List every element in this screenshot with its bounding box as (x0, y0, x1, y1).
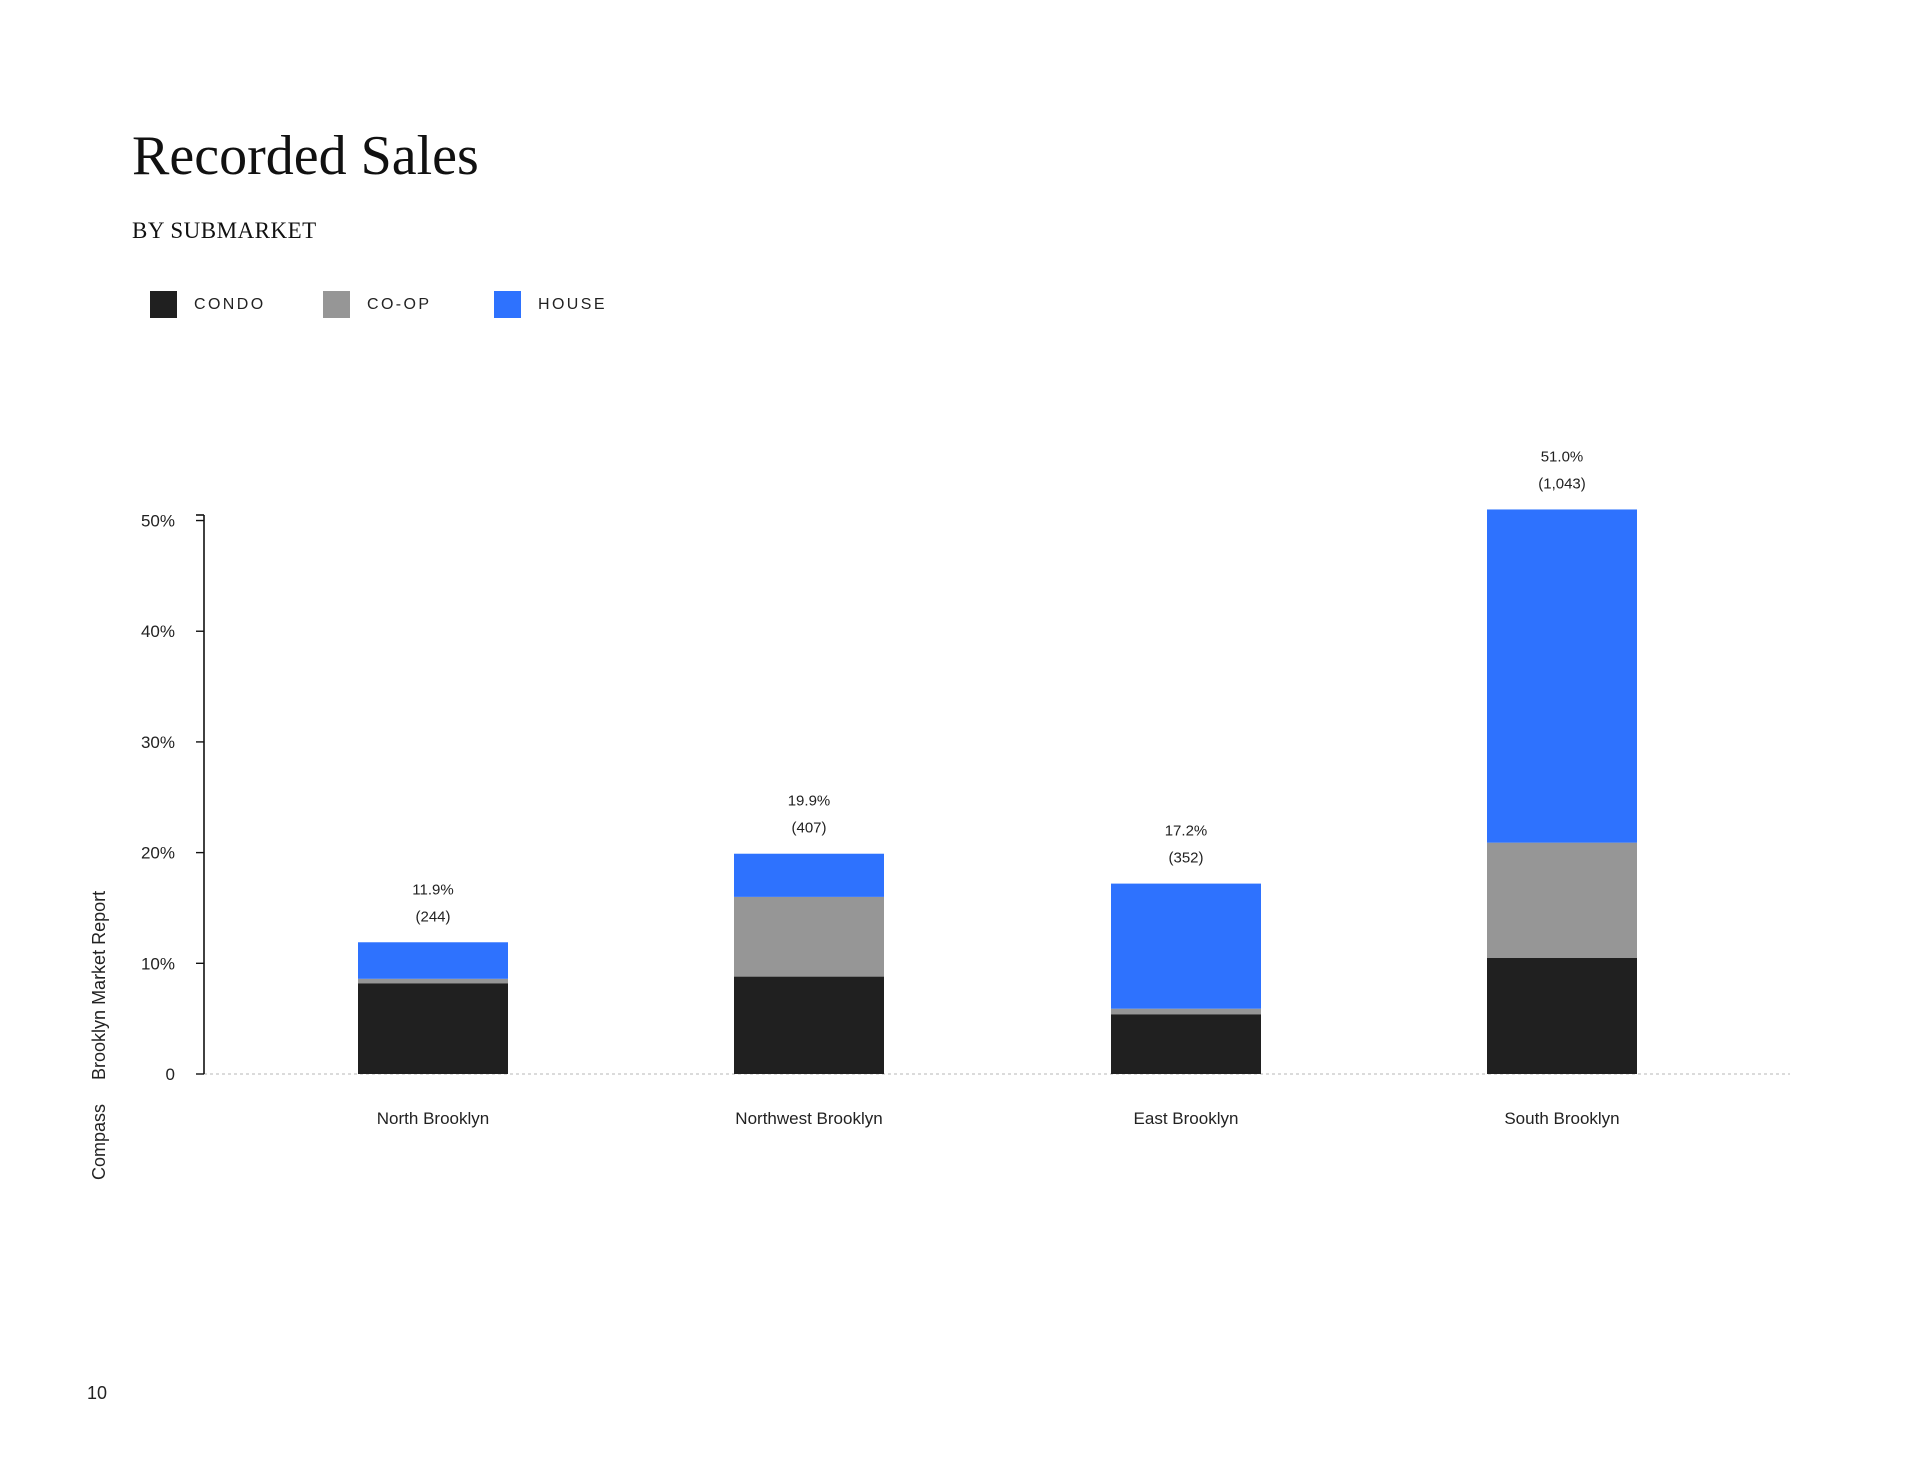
page-subtitle: BY SUBMARKET (132, 218, 317, 243)
page-number: 10 (87, 1383, 108, 1403)
bar-total-percent-2: 17.2% (1165, 823, 1208, 840)
x-category-label-3: South Brooklyn (1504, 1109, 1619, 1128)
y-tick-label-20: 20% (141, 844, 175, 863)
y-tick-label-10: 10% (141, 954, 175, 973)
legend-item-coop: CO-OP (323, 291, 431, 318)
bar-house-2 (1111, 883, 1261, 1009)
legend-item-house: HOUSE (494, 291, 607, 318)
bar-house-3 (1487, 509, 1637, 843)
side-report-name: Brooklyn Market Report (89, 890, 109, 1080)
bar-house-0 (358, 942, 508, 979)
legend-label-coop: CO-OP (367, 295, 432, 313)
side-footer-text: Compass Brooklyn Market Report (89, 891, 110, 1180)
y-tick-label-40: 40% (141, 622, 175, 641)
y-tick-label-30: 30% (141, 733, 175, 752)
bar-coop-3 (1487, 842, 1637, 958)
bar-house-1 (734, 853, 884, 897)
legend-swatch-condo (150, 291, 177, 318)
bar-total-percent-1: 19.9% (788, 793, 831, 810)
bar-condo-0 (358, 983, 508, 1074)
y-tick-label-0: 0 (166, 1065, 175, 1084)
page-title: Recorded Sales (132, 125, 479, 187)
legend-label-house: HOUSE (538, 295, 607, 313)
bar-coop-0 (358, 978, 508, 984)
bar-total-count-0: (244) (415, 908, 450, 925)
legend-swatch-coop (323, 291, 350, 318)
bar-total-percent-3: 51.0% (1541, 448, 1584, 465)
y-tick-label-50: 50% (141, 512, 175, 531)
bar-condo-2 (1111, 1014, 1261, 1074)
bar-condo-3 (1487, 957, 1637, 1074)
x-category-label-2: East Brooklyn (1134, 1109, 1239, 1128)
side-brand: Compass (89, 1103, 109, 1180)
legend-swatch-house (494, 291, 521, 318)
bar-total-count-3: (1,043) (1538, 475, 1586, 492)
bar-coop-1 (734, 896, 884, 977)
legend-label-condo: CONDO (194, 295, 266, 313)
bar-total-count-1: (407) (791, 820, 826, 837)
x-category-label-0: North Brooklyn (377, 1109, 489, 1128)
legend-item-condo: CONDO (150, 291, 266, 318)
bar-coop-2 (1111, 1008, 1261, 1015)
bar-condo-1 (734, 976, 884, 1074)
stacked-bar-chart: 0 10% 20% 30% 40% 50% 11.9% (244) North Brooklyn… (141, 448, 1790, 1128)
bar-total-count-2: (352) (1168, 850, 1203, 867)
bar-total-percent-0: 11.9% (412, 881, 453, 898)
x-category-label-1: Northwest Brooklyn (735, 1109, 882, 1128)
